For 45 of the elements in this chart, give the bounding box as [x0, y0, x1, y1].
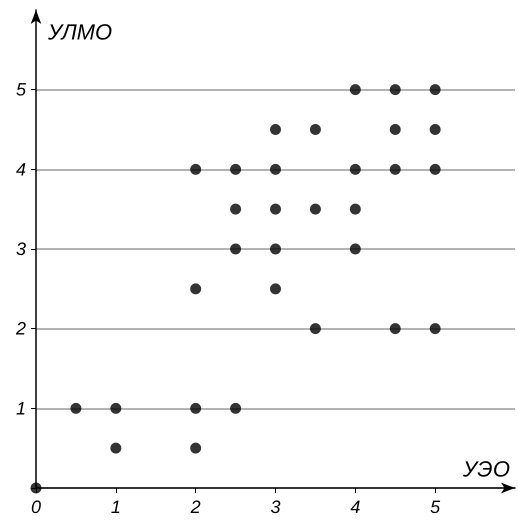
y-tick-label: 5 — [16, 80, 27, 100]
point — [30, 482, 42, 494]
x-tick-label: 1 — [110, 497, 121, 517]
point — [270, 204, 281, 215]
point — [190, 164, 202, 175]
point — [110, 402, 122, 414]
x-axis-title: УЭО — [462, 456, 510, 482]
x-tick-label: 2 — [190, 497, 201, 517]
point — [190, 402, 202, 414]
point — [110, 442, 122, 454]
point — [270, 124, 281, 135]
point — [230, 204, 242, 215]
x-tick-label: 5 — [430, 497, 442, 517]
point — [350, 244, 361, 254]
point — [390, 84, 401, 96]
x-tick-label: 0 — [30, 497, 42, 517]
y-tick-label: 3 — [16, 239, 26, 259]
y-axis-title: УЛМО — [47, 20, 112, 44]
point — [230, 244, 242, 254]
y-tick-label: 1 — [16, 398, 26, 418]
point — [270, 244, 281, 254]
point — [430, 124, 441, 135]
point — [390, 124, 401, 135]
point — [70, 402, 82, 414]
point — [270, 283, 281, 294]
point — [390, 323, 401, 334]
point — [350, 164, 361, 175]
point — [230, 164, 242, 175]
point — [310, 124, 321, 135]
y-tick-label: 2 — [14, 318, 26, 339]
point — [190, 442, 202, 454]
point — [390, 164, 401, 175]
x-tick-label: 3 — [270, 497, 281, 517]
point — [230, 402, 242, 414]
y-tick-label: 4 — [16, 159, 26, 180]
point — [310, 323, 321, 334]
point — [310, 204, 321, 215]
point — [430, 84, 441, 96]
point — [350, 204, 361, 215]
point — [190, 283, 202, 294]
x-tick-label: 4 — [350, 497, 360, 517]
point — [350, 84, 361, 96]
point — [430, 164, 441, 175]
point — [430, 323, 441, 334]
point — [270, 164, 281, 175]
